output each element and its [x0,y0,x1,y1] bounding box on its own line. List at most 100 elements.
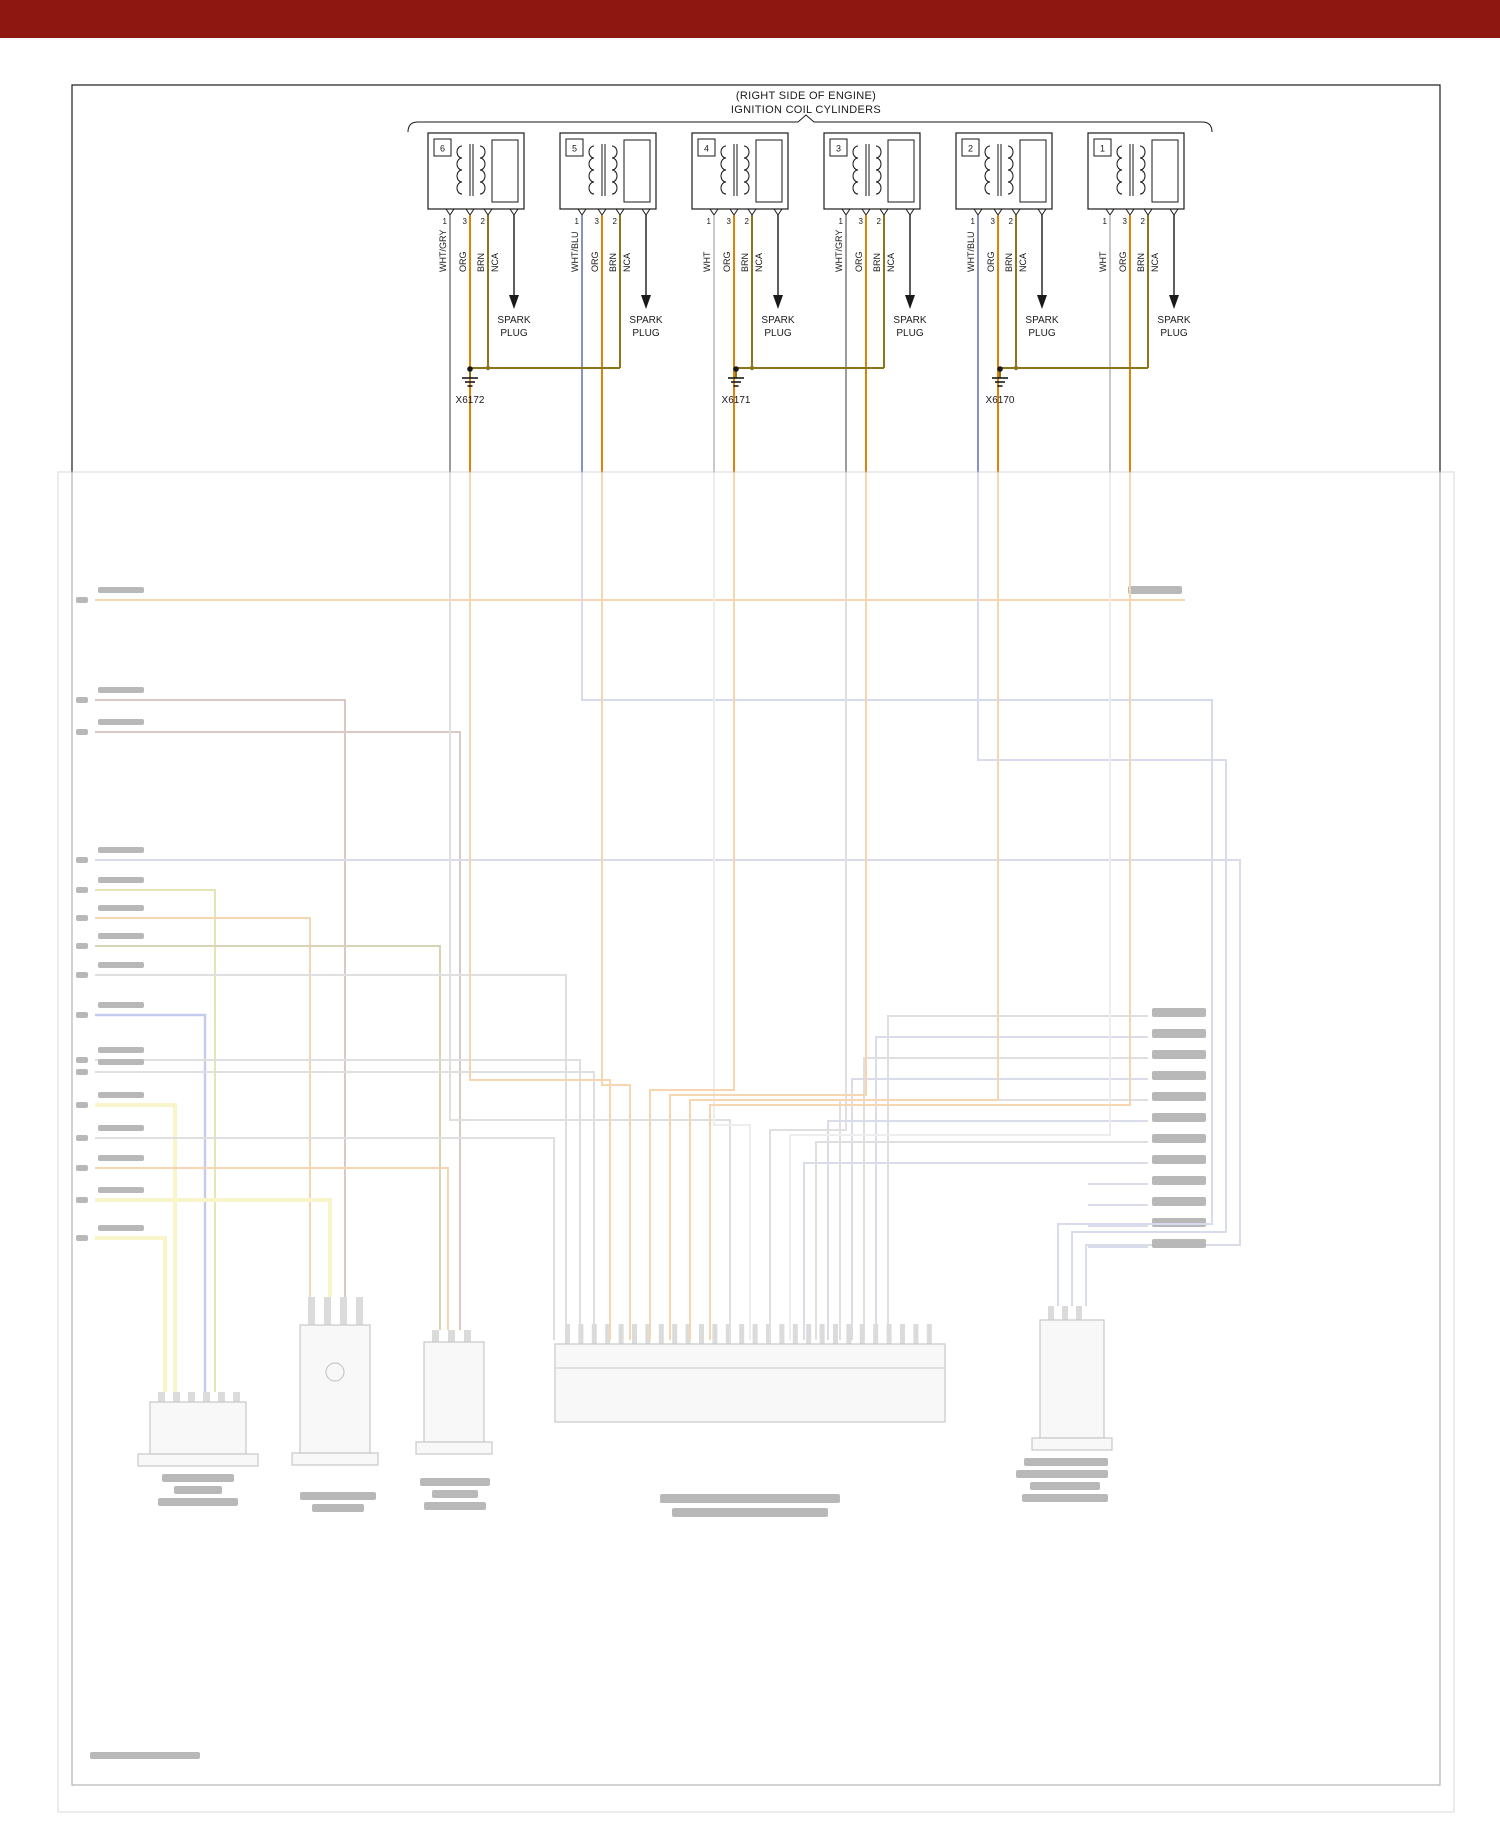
secondary-winding [611,145,618,195]
spark-plug-label: SPARK [1025,315,1058,326]
pin-chevron [773,208,783,216]
spark-plug-label: PLUG [896,328,923,339]
coil-inner-box [755,139,783,203]
spark-plug-label: SPARK [629,315,662,326]
nca-label: NCA [490,253,500,272]
secondary-winding [743,145,750,195]
pin-chevron [1037,208,1047,216]
pin-chevron [641,208,651,216]
pin-chevron [879,208,889,216]
wire-color-label: BRN [476,253,486,272]
nca-label: NCA [622,253,632,272]
ground-dot [733,366,739,372]
primary-winding [1116,145,1123,195]
cylinder-number: 1 [1100,144,1105,154]
coil-inner-box [1151,139,1179,203]
primary-winding [852,145,859,195]
pin-chevron [445,208,455,216]
coil-inner-box [623,139,651,203]
pin-number: 2 [613,217,618,226]
cylinder-number-box [829,138,848,157]
pin-number: 1 [575,217,580,226]
wire-color-label: ORG [590,251,600,272]
pin-chevron [615,208,625,216]
wire-color-label: WHT [1098,251,1108,272]
ground-label: X6170 [986,395,1015,406]
coil-box [1087,132,1185,210]
pin-chevron [841,208,851,216]
pin-number: 3 [1123,217,1128,226]
pin-number: 2 [1141,217,1146,226]
spark-plug-arrow [1169,295,1179,309]
cylinder-number-box [565,138,584,157]
pin-number: 3 [595,217,600,226]
nca-label: NCA [886,253,896,272]
pin-number: 2 [745,217,750,226]
coil-inner-box [491,139,519,203]
junction-dot [749,365,755,371]
cylinder-number-box [697,138,716,157]
spark-plug-arrow [509,295,519,309]
wire-color-label: ORG [986,251,996,272]
pin-chevron [973,208,983,216]
secondary-winding [1007,145,1014,195]
ground-points: X6172 X6171 X6170 [456,365,1148,406]
pin-number: 3 [991,217,996,226]
spark-plug-label: SPARK [1157,315,1190,326]
ground-label: X6172 [456,395,485,406]
pin-chevron [597,208,607,216]
nca-label: NCA [1150,253,1160,272]
wire-color-label: WHT/GRY [438,230,448,272]
wire-color-label: WHT/BLU [966,232,976,273]
primary-winding [720,145,727,195]
primary-winding [984,145,991,195]
secondary-winding [1139,145,1146,195]
pin-chevron [709,208,719,216]
spark-plug-label: SPARK [893,315,926,326]
top-red-bar [0,0,1500,38]
pin-number: 3 [859,217,864,226]
wire-color-label: BRN [1136,253,1146,272]
spark-plug-arrow [905,295,915,309]
pin-chevron [1143,208,1153,216]
coil-inner-box [887,139,915,203]
wire-color-label: WHT/GRY [834,230,844,272]
pin-number: 1 [707,217,712,226]
wire-color-label: BRN [872,253,882,272]
primary-winding [456,145,463,195]
wire-color-label: WHT [702,251,712,272]
spark-plug-label: PLUG [1160,328,1187,339]
wire-color-label: ORG [722,251,732,272]
ground-X6171: X6171 [722,365,884,406]
spark-plug-label: PLUG [1028,328,1055,339]
pin-number: 1 [443,217,448,226]
pin-number: 2 [481,217,486,226]
diagram-title: IGNITION COIL CYLINDERS [731,104,881,116]
cylinder-number: 4 [704,144,709,154]
coil-box [955,132,1053,210]
spark-plug-label: PLUG [632,328,659,339]
pin-chevron [1011,208,1021,216]
cylinder-number: 2 [968,144,973,154]
junction-dot [1013,365,1019,371]
ground-label: X6171 [722,395,751,406]
coil-box [823,132,921,210]
ground-dot [467,366,473,372]
spark-plug-arrow [641,295,651,309]
grouping-brace [407,114,1213,133]
pin-chevron [465,208,475,216]
secondary-winding [875,145,882,195]
pin-number: 2 [877,217,882,226]
pin-number: 3 [727,217,732,226]
coil-inner-box [1019,139,1047,203]
spark-plug-arrow [773,295,783,309]
cylinder-number-box [1093,138,1112,157]
pin-number: 1 [971,217,976,226]
pin-chevron [1169,208,1179,216]
wire-color-label: ORG [458,251,468,272]
pin-number: 1 [1103,217,1108,226]
spark-plug-label: PLUG [500,328,527,339]
pin-number: 2 [1009,217,1014,226]
spark-plug-label: SPARK [497,315,530,326]
